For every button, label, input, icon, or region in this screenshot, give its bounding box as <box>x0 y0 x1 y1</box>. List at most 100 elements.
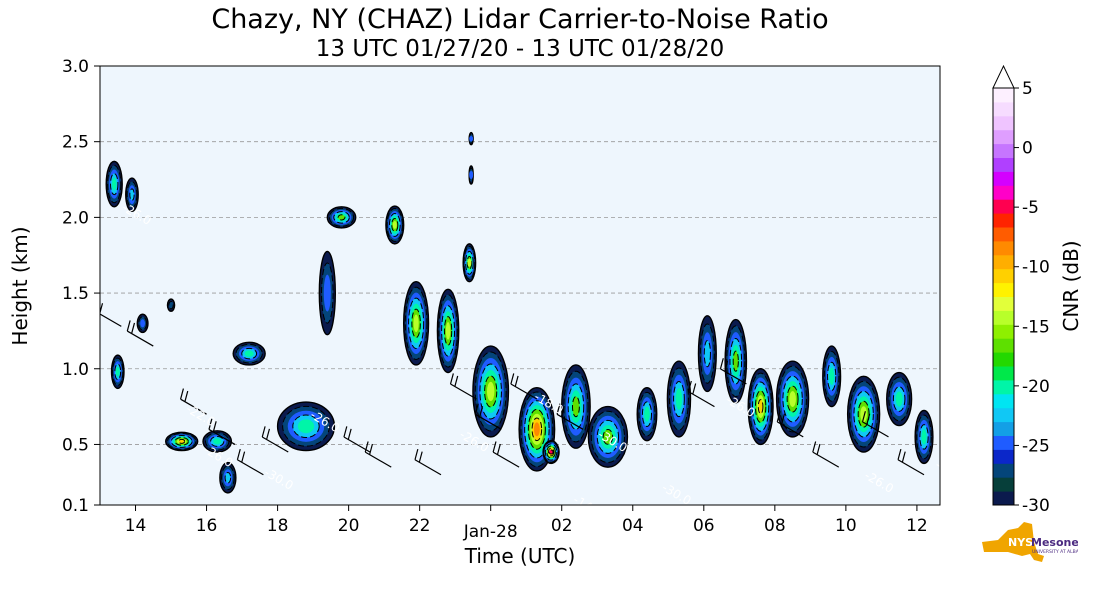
colorbar-swatch <box>993 491 1014 506</box>
echo-region <box>402 281 430 366</box>
colorbar-tick-label: 0 <box>1022 139 1033 159</box>
x-tick-label: 10 <box>835 516 857 536</box>
x-tick-label: 12 <box>906 516 928 536</box>
contour-band <box>297 419 315 434</box>
contour-band <box>602 429 614 445</box>
x-tick-label: 20 <box>338 516 360 536</box>
svg-text:UNIVERSITY AT ALBANY: UNIVERSITY AT ALBANY <box>1032 549 1078 555</box>
x-tick-label: 08 <box>764 516 786 536</box>
contour-band <box>644 406 650 422</box>
x-tick-label: 16 <box>196 516 218 536</box>
colorbar-swatch <box>993 115 1014 131</box>
wind-barb <box>897 448 925 476</box>
echo-region <box>542 439 560 465</box>
colorbar-swatch <box>993 185 1014 200</box>
chart-title: Chazy, NY (CHAZ) Lidar Carrier-to-Noise … <box>211 4 829 35</box>
colorbar-swatch <box>993 435 1014 450</box>
colorbar-swatch <box>993 310 1014 325</box>
contour-band <box>789 391 796 408</box>
wind-barb <box>126 320 154 347</box>
echo-region <box>166 298 176 312</box>
wind-barb <box>510 373 538 400</box>
colorbar-swatch <box>993 171 1014 186</box>
x-axis: 14 16 18 20 22 Jan-28 02 04 06 08 10 12 <box>125 505 928 542</box>
contour-band <box>469 135 474 142</box>
colorbar-swatch <box>993 366 1014 381</box>
y-tick-label: 0.1 <box>62 496 89 516</box>
x-tick-label: 06 <box>693 516 715 536</box>
colorbar-swatch <box>993 227 1014 242</box>
colorbar-swatch <box>993 352 1014 367</box>
colorbar-swatch <box>993 199 1014 214</box>
echo-region <box>666 360 692 438</box>
y-axis-label: Height (km) <box>8 226 32 345</box>
wind-barb <box>449 373 477 400</box>
echo-region <box>110 354 125 390</box>
colorbar-swatch <box>993 393 1014 409</box>
colorbar-tick-label: -20 <box>1022 377 1050 397</box>
contour-band <box>111 177 117 191</box>
contour-band <box>178 438 186 444</box>
ny-state-shape <box>982 522 1044 562</box>
colorbar-frame <box>992 87 1015 506</box>
y-tick-label: 2.5 <box>62 133 89 153</box>
contour-band <box>829 367 835 385</box>
nys-mesonet-logo: NYS Mesonet UNIVERSITY AT ALBANY <box>982 522 1078 562</box>
echo-region <box>125 177 139 213</box>
colorbar-swatch <box>993 449 1014 464</box>
contour-band <box>571 396 580 418</box>
contour-band <box>732 350 739 372</box>
contour-band <box>140 319 145 328</box>
echo-region <box>385 205 405 245</box>
echo-region <box>747 368 774 446</box>
x-tick-label: 22 <box>409 516 431 536</box>
wind-barb <box>861 411 889 438</box>
contour-band <box>323 274 331 312</box>
colorbar-tick-label: 5 <box>1022 79 1033 99</box>
echo-region <box>219 461 237 494</box>
x-tick-label: 04 <box>622 516 644 536</box>
colorbar-swatch <box>993 477 1014 492</box>
echo-region <box>587 405 629 468</box>
contour-band <box>921 429 927 445</box>
contour-label: -26.0 <box>933 458 967 486</box>
echo-region <box>202 430 233 453</box>
colorbar-tick-label: -30 <box>1022 496 1050 516</box>
contour-band <box>168 300 174 310</box>
echo-region <box>472 345 510 438</box>
echo-region <box>636 386 658 442</box>
echo-region <box>775 360 810 438</box>
echo-region <box>914 409 934 465</box>
wind-barb <box>414 448 442 476</box>
contour-band <box>895 391 903 407</box>
plot-frame <box>99 65 941 506</box>
contour-band <box>392 220 397 229</box>
colorbar-tick-label: -15 <box>1022 317 1050 337</box>
wind-barb <box>719 358 747 385</box>
wind-barb <box>261 426 289 453</box>
y-tick-label: 3.0 <box>62 57 89 77</box>
x-tick-label: 02 <box>551 516 573 536</box>
y-tick-label: 1.0 <box>62 360 89 380</box>
colorbar-swatch <box>993 129 1014 145</box>
contour-band <box>115 367 120 377</box>
y-tick-label: 2.0 <box>62 208 89 228</box>
grid-lines <box>100 141 940 445</box>
wind-barb <box>236 448 264 476</box>
echo-region <box>276 401 336 452</box>
contour-band <box>413 314 419 333</box>
contour-band <box>445 322 451 340</box>
colorbar-swatch <box>993 254 1014 270</box>
wind-barb <box>556 403 584 430</box>
echo-region <box>886 371 913 427</box>
colorbar-swatch <box>993 213 1014 228</box>
y-axis: 0.1 0.5 1.0 1.5 2.0 2.5 3.0 <box>62 57 100 516</box>
echo-region <box>468 165 474 185</box>
colorbar-swatch <box>993 240 1014 256</box>
colorbar-swatch <box>993 296 1014 311</box>
colorbar-swatch <box>993 338 1014 353</box>
contour-band <box>467 258 472 267</box>
x-axis-label: Time (UTC) <box>464 544 576 568</box>
colorbar-tick-label: -10 <box>1022 258 1050 278</box>
wind-barb <box>492 441 520 468</box>
